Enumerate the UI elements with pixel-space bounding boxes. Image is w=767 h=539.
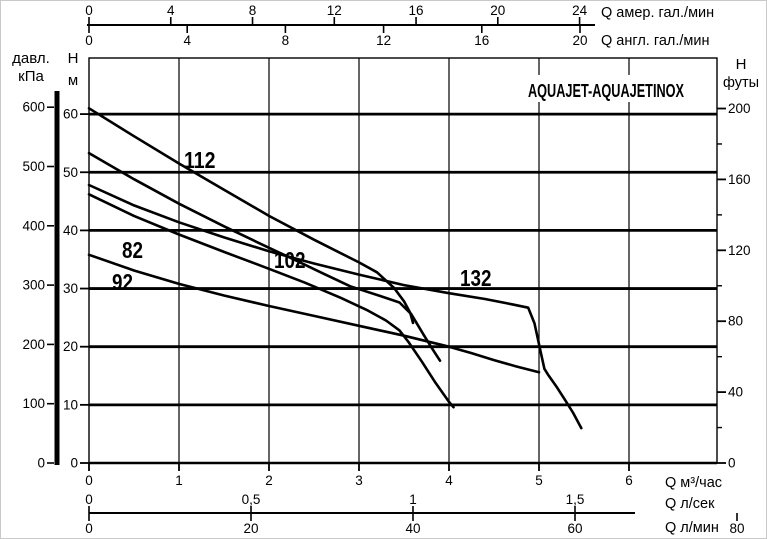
kpa-tick-label: 100 bbox=[22, 396, 45, 411]
lsec-axis-unit: Q л/сек bbox=[665, 496, 715, 512]
m3h-axis-unit: Q м³/час bbox=[665, 475, 722, 491]
top-us-tick-label: 4 bbox=[167, 3, 175, 18]
feet-tick-label: 0 bbox=[728, 456, 736, 471]
top-us-tick-label: 24 bbox=[572, 3, 588, 18]
lmin-tick-label: 60 bbox=[567, 521, 582, 536]
lmin-tick-label: 40 bbox=[405, 521, 420, 536]
curve-112 bbox=[87, 107, 415, 325]
kpa-tick-label: 200 bbox=[22, 337, 45, 352]
lmin-tick-label: 20 bbox=[243, 521, 258, 536]
top-uk-tick-label: 0 bbox=[85, 33, 93, 48]
title-backing bbox=[522, 75, 690, 102]
lsec-tick-label: 0 bbox=[85, 492, 93, 507]
meters-tick-label: 60 bbox=[63, 107, 78, 122]
top-us-tick-label: 20 bbox=[490, 3, 505, 18]
kpa-tick-label: 0 bbox=[37, 456, 45, 471]
lsec-tick-label: 0,5 bbox=[242, 492, 261, 507]
curve-102 bbox=[87, 151, 442, 362]
feet-tick-label: 120 bbox=[728, 243, 751, 258]
m3h-tick-label: 1 bbox=[175, 473, 183, 488]
meters-tick-label: 50 bbox=[63, 165, 78, 180]
feet-tick-label: 40 bbox=[728, 385, 743, 400]
curve-label-82: 82 bbox=[122, 237, 143, 263]
m3h-tick-label: 3 bbox=[355, 473, 363, 488]
kpa-tick-label: 500 bbox=[22, 159, 45, 174]
meters-tick-label: 20 bbox=[63, 339, 78, 354]
top-us-tick-label: 0 bbox=[85, 3, 93, 18]
top-uk-tick-label: 12 bbox=[376, 33, 391, 48]
curve-92 bbox=[87, 253, 541, 374]
lmin-axis-unit: Q л/мин bbox=[665, 520, 719, 536]
curve-132 bbox=[87, 183, 583, 430]
feet-axis-header: Н bbox=[736, 56, 747, 73]
chart-title: AQUAJET-AQUAJETINOX bbox=[528, 81, 684, 101]
feet-axis-header: футы bbox=[723, 75, 759, 91]
lsec-tick-label: 1 bbox=[409, 492, 417, 507]
top-us-tick-label: 16 bbox=[409, 3, 424, 18]
m3h-tick-label: 6 bbox=[625, 473, 633, 488]
meters-tick-label: 30 bbox=[63, 281, 78, 296]
kpa-axis-header: давл. bbox=[12, 50, 50, 67]
feet-tick-label: 160 bbox=[728, 172, 751, 187]
lsec-tick-label: 1,5 bbox=[566, 492, 585, 507]
kpa-axis-header: кПа bbox=[18, 68, 44, 85]
meters-tick-label: 10 bbox=[63, 397, 78, 412]
meters-tick-label: 0 bbox=[70, 456, 78, 471]
meters-tick-label: 40 bbox=[63, 223, 78, 238]
top-uk-tick-label: 20 bbox=[572, 33, 587, 48]
top-us-tick-label: 8 bbox=[249, 3, 257, 18]
top-uk-axis-unit: Q англ. гал./мин bbox=[601, 33, 710, 49]
m3h-tick-label: 4 bbox=[445, 473, 453, 488]
curve-label-132: 132 bbox=[460, 265, 492, 291]
lmin-tick-label: 0 bbox=[85, 521, 93, 536]
top-uk-tick-label: 8 bbox=[282, 33, 290, 48]
kpa-tick-label: 600 bbox=[22, 100, 45, 115]
top-uk-tick-label: 16 bbox=[474, 33, 489, 48]
m3h-tick-label: 5 bbox=[535, 473, 543, 488]
m3h-tick-label: 0 bbox=[85, 473, 93, 488]
curve-label-92: 92 bbox=[112, 269, 133, 295]
curve-82 bbox=[87, 193, 455, 409]
kpa-tick-label: 300 bbox=[22, 278, 45, 293]
m3h-tick-label: 2 bbox=[265, 473, 273, 488]
top-us-tick-label: 12 bbox=[327, 3, 342, 18]
kpa-tick-label: 400 bbox=[22, 218, 45, 233]
meters-axis-header: Н bbox=[68, 50, 79, 67]
top-us-axis-unit: Q амер. гал./мин bbox=[601, 5, 714, 21]
top-uk-tick-label: 4 bbox=[183, 33, 191, 48]
plot-frame bbox=[88, 57, 718, 464]
curve-label-112: 112 bbox=[184, 147, 216, 173]
lmin-tick-label: 80 bbox=[729, 521, 744, 536]
feet-tick-label: 80 bbox=[728, 314, 743, 329]
feet-tick-label: 200 bbox=[728, 101, 751, 116]
meters-axis-header: м bbox=[68, 72, 78, 89]
